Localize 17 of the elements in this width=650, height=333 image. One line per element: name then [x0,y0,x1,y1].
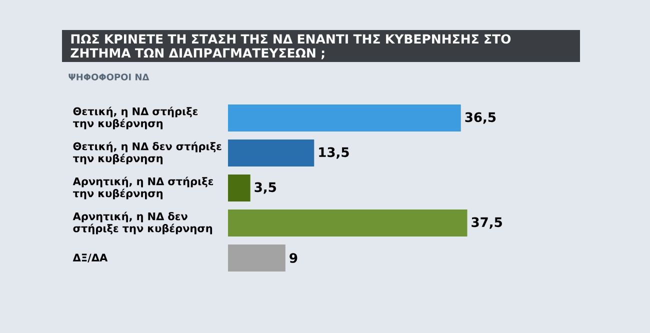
y-tick-label: Θετική, η ΝΔ δεν στήριξε την κυβέρνηση [73,142,222,164]
y-tick-label: Θετική, η ΝΔ στήριξε την κυβέρνηση [73,106,198,130]
data-label: 9 [290,253,298,263]
data-label: 13,5 [319,147,349,159]
y-tick-label: Αρνητική, η ΝΔ στήριξε την κυβέρνηση [72,176,214,200]
bar [228,140,314,166]
data-label: 37,5 [472,217,502,229]
y-tick-label: Αρνητική, η ΝΔ δεν στήριξε την κυβέρνηση [72,212,212,234]
bar [228,174,250,202]
data-label: 36,5 [465,112,496,124]
data-label: 3,5 [254,182,276,194]
bar [228,244,286,272]
text: ΨΗΦΟΦΟΡΟΙ ΝΔ [68,74,150,80]
chart-title: ΠΩΣ ΚΡΙΝΕΤΕ ΤΗ ΣΤΑΣΗ ΤΗΣ ΝΔ ΕΝΑΝΤΙ ΤΗΣ ΚΥΒΕΡΝΗΣΗΣ ΣΤΟ ΖΗΤΗΜΑ ΤΩΝ ΔΙΑΠΡΑΓΜΑΤΕΥΣΕΩΝ ; [70,34,511,60]
bar [228,210,468,237]
y-tick-label: ΔΞ/ΔΑ [72,254,108,262]
bar [228,104,461,132]
